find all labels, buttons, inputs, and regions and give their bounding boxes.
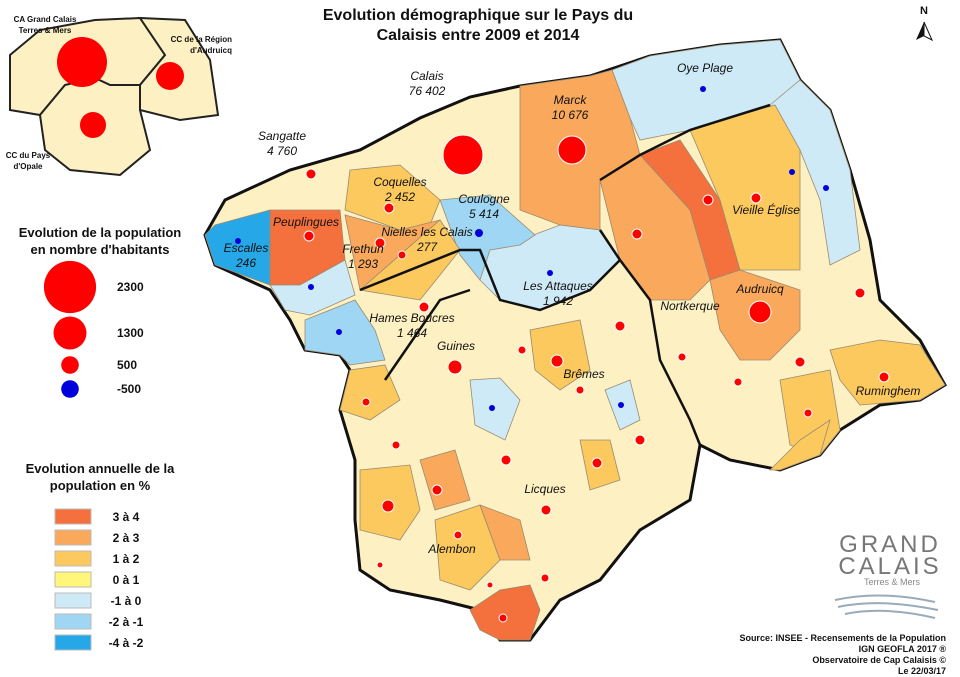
legend-swatch <box>54 613 92 630</box>
legend-label: 2 à 3 <box>113 531 140 545</box>
source-text: Le 22/03/17 <box>898 666 946 676</box>
legend-label: -4 à -2 <box>109 636 144 650</box>
north-label: N <box>920 5 928 17</box>
legend-label: 2300 <box>117 280 144 294</box>
place-name: Escalles <box>224 241 269 255</box>
main-map <box>203 38 948 642</box>
place-population: 277 <box>416 240 438 254</box>
place-name: Licques <box>524 482 565 496</box>
place-name: Brêmes <box>563 367 604 381</box>
legend-title: Evolution annuelle de la <box>26 461 176 476</box>
inset-label: CC de la Région <box>171 35 232 44</box>
legend-label: 1 à 2 <box>113 552 140 566</box>
place-name: Calais <box>410 69 443 83</box>
inset-label: d'Audruicq <box>190 46 232 55</box>
legend-label: 500 <box>117 358 137 372</box>
inset-label: Terres & Mers <box>19 26 72 35</box>
legend-swatch <box>54 508 92 525</box>
legend-swatch <box>54 571 92 588</box>
inset-circle <box>57 37 107 87</box>
source-text: Source: INSEE - Recensements de la Popul… <box>739 633 946 643</box>
legend-circle <box>61 356 79 374</box>
legend-circle <box>43 260 97 314</box>
legend-title: population en % <box>50 478 151 493</box>
legend-circle <box>53 316 87 350</box>
place-name: Hames Boucres <box>369 311 454 325</box>
commune-dots <box>235 86 890 623</box>
place-population: 246 <box>235 256 256 270</box>
legend-label: 0 à 1 <box>113 573 140 587</box>
legend-title: Evolution de la population <box>19 225 182 240</box>
legend-title: en nombre d'habitants <box>31 242 170 257</box>
place-population: 1 942 <box>543 294 573 308</box>
legend-label: 3 à 4 <box>113 510 140 524</box>
place-name: Les Attaques <box>523 279 593 293</box>
place-name: Coulogne <box>458 192 510 206</box>
inset-circle <box>156 62 184 90</box>
place-population: 10 676 <box>552 108 589 122</box>
place-population: 1 464 <box>397 326 427 340</box>
legend-swatch <box>54 634 92 651</box>
inset-circle <box>80 112 106 138</box>
place-name: Sangatte <box>258 129 306 143</box>
place-name: Ruminghem <box>856 384 921 398</box>
inset-map <box>9 16 220 177</box>
inset-label: d'Opale <box>13 162 43 171</box>
north-arrow: N <box>916 5 934 42</box>
place-population: 5 414 <box>469 207 499 221</box>
title: Evolution démographique sur le Pays du <box>323 7 633 24</box>
logo: GRAND CALAIS Terres & Mers <box>834 531 941 619</box>
place-population: 2 452 <box>384 190 415 204</box>
logo-text: GRAND <box>839 531 941 558</box>
legend-swatch <box>54 529 92 546</box>
legend-label: -2 à -1 <box>109 615 144 629</box>
place-name: Nortkerque <box>660 299 720 313</box>
source-text: IGN GEOFLA 2017 ® <box>859 644 947 654</box>
logo-tagline: Terres & Mers <box>864 577 921 587</box>
place-name: Audruicq <box>735 282 784 296</box>
source-text: Observatoire de Cap Calaisis © <box>812 655 946 665</box>
legend-label: -1 à 0 <box>111 594 142 608</box>
legend-swatch <box>54 592 92 609</box>
place-population: 4 760 <box>267 144 297 158</box>
inset-label: CA Grand Calais <box>14 15 77 24</box>
place-population: 76 402 <box>409 84 446 98</box>
place-name: Guines <box>437 339 475 353</box>
place-name: Coquelles <box>373 175 426 189</box>
place-name: Alembon <box>427 542 476 556</box>
place-name: Nielles les Calais <box>381 225 472 239</box>
place-name: Oye Plage <box>677 61 733 75</box>
legend-swatch <box>54 550 92 567</box>
logo-text: CALAIS <box>838 553 941 580</box>
place-population: 1 293 <box>348 257 378 271</box>
inset-label: CC du Pays <box>6 151 51 160</box>
place-name: Frethun <box>342 242 384 256</box>
legend-label: 1300 <box>117 326 144 340</box>
place-name: Vieille Église <box>732 202 800 217</box>
place-name: Peuplingues <box>273 215 339 229</box>
legend-label: -500 <box>117 382 141 396</box>
legend-circle <box>61 380 79 398</box>
title: Calaisis entre 2009 et 2014 <box>377 27 580 44</box>
place-name: Marck <box>554 93 588 107</box>
